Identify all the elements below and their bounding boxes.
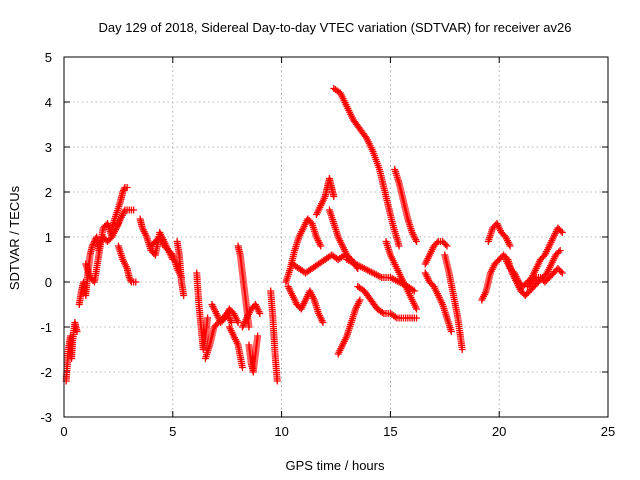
data-point-marker [413, 305, 421, 313]
grid-lines [64, 57, 608, 417]
data-point-marker [395, 242, 403, 250]
data-point-marker [132, 278, 140, 286]
data-point-marker [228, 319, 236, 326]
data-point-marker [88, 242, 96, 250]
data-point-marker [234, 319, 242, 326]
data-point-marker [119, 187, 127, 194]
data-point-marker [273, 377, 281, 385]
data-point-marker [204, 314, 212, 322]
data-point-marker [458, 346, 466, 353]
data-point-marker [238, 364, 246, 371]
data-point-marker [330, 193, 338, 200]
data-point-marker [378, 308, 386, 316]
x-tick-label: 5 [169, 424, 176, 439]
y-tick-label: 3 [45, 140, 52, 155]
data-point-marker [356, 296, 364, 304]
data-point-marker [317, 242, 325, 250]
data-point-marker [254, 332, 262, 340]
data-point-marker [558, 229, 566, 236]
data-point-marker [391, 313, 399, 321]
data-point-marker [119, 188, 127, 196]
data-point-marker [125, 274, 133, 281]
data-point-marker [442, 241, 450, 248]
data-point-marker [556, 247, 564, 254]
data-point-marker [531, 275, 539, 283]
data-point-marker [443, 242, 451, 250]
y-tick-label: -1 [40, 320, 52, 335]
data-point-marker [256, 310, 264, 317]
y-tick-label: -2 [40, 365, 52, 380]
data-point-marker [126, 275, 134, 283]
data-point-marker [73, 328, 81, 335]
y-tick-label: 5 [45, 50, 52, 65]
x-tick-label: 15 [383, 424, 397, 439]
data-point-marker [558, 269, 566, 277]
data-point-marker [555, 248, 563, 256]
x-axis-label: GPS time / hours [286, 458, 385, 473]
axis-ticks: 0 5 10 15 20 25 -3 -2 -1 0 1 2 3 4 5 [40, 50, 615, 439]
x-tick-label: 25 [601, 424, 615, 439]
y-tick-label: 1 [45, 230, 52, 245]
data-point-marker [447, 328, 455, 335]
data-point-marker [410, 287, 418, 295]
x-tick-label: 10 [274, 424, 288, 439]
data-point-marker [180, 292, 188, 299]
data-points [62, 85, 566, 385]
x-tick-label: 0 [60, 424, 67, 439]
y-tick-label: 0 [45, 275, 52, 290]
data-point-marker [130, 206, 138, 214]
y-axis-label: SDTVAR / TECUs [7, 185, 22, 290]
data-point-marker [413, 238, 421, 245]
y-tick-label: 4 [45, 95, 52, 110]
data-point-marker [433, 239, 441, 247]
y-tick-label: 2 [45, 185, 52, 200]
y-tick-label: -3 [40, 410, 52, 425]
chart-title: Day 129 of 2018, Sidereal Day-to-day VTE… [98, 20, 571, 35]
data-point-marker [557, 227, 565, 235]
data-point-marker [557, 268, 565, 275]
data-point-marker [123, 184, 131, 191]
data-point-marker [319, 319, 327, 326]
plot-frame [63, 56, 609, 418]
data-point-marker [413, 314, 421, 322]
data-point-marker [245, 323, 253, 331]
data-point-marker [506, 242, 514, 250]
x-tick-label: 20 [492, 424, 506, 439]
